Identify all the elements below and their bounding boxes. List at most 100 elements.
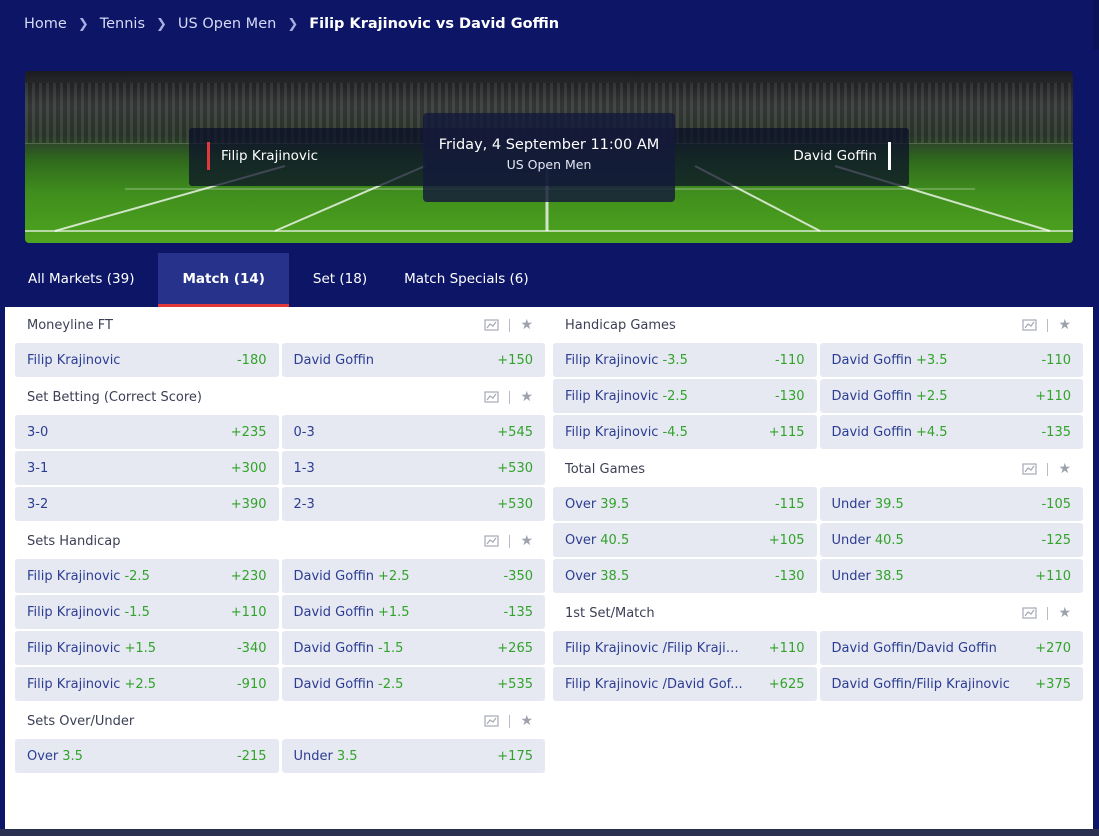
odds-button[interactable]: Filip Krajinovic -3.5 -110 xyxy=(553,343,817,377)
market-tools: ★ xyxy=(484,389,533,405)
event-competition: US Open Men xyxy=(506,157,592,172)
chevron-right-icon: ❯ xyxy=(287,16,299,32)
odds-button[interactable]: David Goffin +2.5 +110 xyxy=(819,379,1083,413)
odds-button[interactable]: David Goffin +3.5 -110 xyxy=(819,343,1083,377)
selection-label: Filip Krajinovic /Filip Krajin... xyxy=(565,640,745,656)
stats-icon[interactable] xyxy=(1022,318,1038,332)
odds-button[interactable]: Filip Krajinovic -2.5 +230 xyxy=(15,559,279,593)
selection-odds: +535 xyxy=(497,676,533,692)
odds-button[interactable]: David Goffin +4.5 -135 xyxy=(819,415,1083,449)
odds-button[interactable]: 2-3 +530 xyxy=(281,487,545,521)
star-icon[interactable]: ★ xyxy=(1058,605,1071,621)
odds-button[interactable]: Under 40.5 -125 xyxy=(819,523,1083,557)
star-icon[interactable]: ★ xyxy=(520,713,533,729)
selection-handicap: -2.5 xyxy=(378,676,404,692)
selection-odds: +265 xyxy=(497,640,533,656)
market-tools: ★ xyxy=(1022,605,1071,621)
breadcrumb-home[interactable]: Home xyxy=(24,16,67,32)
breadcrumb-competition[interactable]: US Open Men xyxy=(177,16,277,32)
odds-button[interactable]: Filip Krajinovic +2.5 -910 xyxy=(15,667,279,701)
odds-button[interactable]: Filip Krajinovic /Filip Krajin... +110 xyxy=(553,631,817,665)
market-header: Moneyline FT ★ xyxy=(15,307,545,343)
selection-handicap: +2.5 xyxy=(124,676,157,692)
selection-odds: -910 xyxy=(236,676,267,692)
star-icon[interactable]: ★ xyxy=(520,389,533,405)
selection-odds: +175 xyxy=(497,748,533,764)
selection-label: 1-3 xyxy=(293,460,315,476)
selection-label: Under 39.5 xyxy=(831,496,904,512)
odds-button[interactable]: 1-3 +530 xyxy=(281,451,545,485)
market-section: Total Games ★ Over 39.5 -115 Under 39.5 -105 O… xyxy=(553,451,1083,593)
odds-button[interactable]: David Goffin -1.5 +265 xyxy=(281,631,545,665)
odds-button[interactable]: Filip Krajinovic -1.5 +110 xyxy=(15,595,279,629)
selection-label: Under 40.5 xyxy=(831,532,904,548)
odds-button[interactable]: Over 38.5 -130 xyxy=(553,559,817,593)
odds-button[interactable]: David Goffin +1.5 -135 xyxy=(281,595,545,629)
odds-button[interactable]: Filip Krajinovic -2.5 -130 xyxy=(553,379,817,413)
footer-bar xyxy=(0,829,1099,836)
tab-match[interactable]: Match (14) xyxy=(158,253,289,307)
tab-match-specials[interactable]: Match Specials (6) xyxy=(404,271,529,287)
selection-handicap: -1.5 xyxy=(124,604,150,620)
star-icon[interactable]: ★ xyxy=(1058,461,1071,477)
market-section: 1st Set/Match ★ Filip Krajinovic /Filip … xyxy=(553,595,1083,701)
scrollbar[interactable] xyxy=(1093,0,1099,50)
odds-button[interactable]: 3-2 +390 xyxy=(15,487,279,521)
selection-row: Filip Krajinovic /David Gof... +625 David … xyxy=(553,667,1083,701)
selection-row: Filip Krajinovic -1.5 +110 David Goffin +1.5… xyxy=(15,595,545,629)
odds-button[interactable]: Under 3.5 +175 xyxy=(281,739,545,773)
selection-odds: +150 xyxy=(497,352,533,368)
selection-row: Filip Krajinovic -2.5 -130 David Goffin +2.5… xyxy=(553,379,1083,413)
stats-icon[interactable] xyxy=(1022,606,1038,620)
breadcrumb-tennis[interactable]: Tennis xyxy=(99,16,146,32)
star-icon[interactable]: ★ xyxy=(1058,317,1071,333)
odds-button[interactable]: David Goffin +150 xyxy=(281,343,545,377)
market-title: Set Betting (Correct Score) xyxy=(27,389,202,405)
odds-button[interactable]: Under 38.5 +110 xyxy=(819,559,1083,593)
odds-button[interactable]: David Goffin +2.5 -350 xyxy=(281,559,545,593)
odds-button[interactable]: 0-3 +545 xyxy=(281,415,545,449)
odds-button[interactable]: David Goffin/David Goffin +270 xyxy=(819,631,1083,665)
stats-icon[interactable] xyxy=(1022,462,1038,476)
odds-button[interactable]: Filip Krajinovic +1.5 -340 xyxy=(15,631,279,665)
odds-button[interactable]: 3-0 +235 xyxy=(15,415,279,449)
stats-icon[interactable] xyxy=(484,318,500,332)
selection-label: Under 3.5 xyxy=(293,748,358,764)
selection-row: Filip Krajinovic /Filip Krajin... +110 Dav… xyxy=(553,631,1083,665)
market-rows: 3-0 +235 0-3 +545 3-1 +300 1-3 +530 3-2 +390 2-3 +5… xyxy=(15,415,545,521)
selection-handicap: +1.5 xyxy=(124,640,157,656)
selection-odds: -105 xyxy=(1041,496,1071,512)
market-tools: ★ xyxy=(484,317,533,333)
odds-button[interactable]: Under 39.5 -105 xyxy=(819,487,1083,521)
stats-icon[interactable] xyxy=(484,714,500,728)
selection-label: David Goffin/Filip Krajinovic xyxy=(831,676,1010,692)
odds-button[interactable]: Over 39.5 -115 xyxy=(553,487,817,521)
selection-handicap: +3.5 xyxy=(916,352,948,368)
stats-icon[interactable] xyxy=(484,534,500,548)
selection-label: Under 38.5 xyxy=(831,568,904,584)
markets-column-right: Handicap Games ★ Filip Krajinovic -3.5 -11… xyxy=(553,307,1083,703)
odds-button[interactable]: 3-1 +300 xyxy=(15,451,279,485)
markets-panel: Moneyline FT ★ Filip Krajinovic -180 David… xyxy=(5,307,1093,829)
odds-button[interactable]: Over 3.5 -215 xyxy=(15,739,279,773)
odds-button[interactable]: David Goffin/Filip Krajinovic +375 xyxy=(819,667,1083,701)
market-title: Sets Handicap xyxy=(27,533,121,549)
selection-handicap: -4.5 xyxy=(662,424,688,440)
odds-button[interactable]: Filip Krajinovic -180 xyxy=(15,343,279,377)
selection-label: 2-3 xyxy=(293,496,315,512)
stats-icon[interactable] xyxy=(484,390,500,404)
odds-button[interactable]: Over 40.5 +105 xyxy=(553,523,817,557)
breadcrumb-event: Filip Krajinovic vs David Goffin xyxy=(309,16,560,32)
home-team-name: Filip Krajinovic xyxy=(207,142,318,170)
odds-button[interactable]: Filip Krajinovic /David Gof... +625 xyxy=(553,667,817,701)
selection-odds: +625 xyxy=(768,676,805,692)
selection-handicap: 38.5 xyxy=(874,568,904,584)
tab-all-markets[interactable]: All Markets (39) xyxy=(28,271,135,287)
market-header: Sets Over/Under ★ xyxy=(15,703,545,739)
star-icon[interactable]: ★ xyxy=(520,533,533,549)
star-icon[interactable]: ★ xyxy=(520,317,533,333)
market-section: Sets Handicap ★ Filip Krajinovic -2.5 +230… xyxy=(15,523,545,701)
odds-button[interactable]: David Goffin -2.5 +535 xyxy=(281,667,545,701)
tab-set[interactable]: Set (18) xyxy=(312,271,368,287)
odds-button[interactable]: Filip Krajinovic -4.5 +115 xyxy=(553,415,817,449)
